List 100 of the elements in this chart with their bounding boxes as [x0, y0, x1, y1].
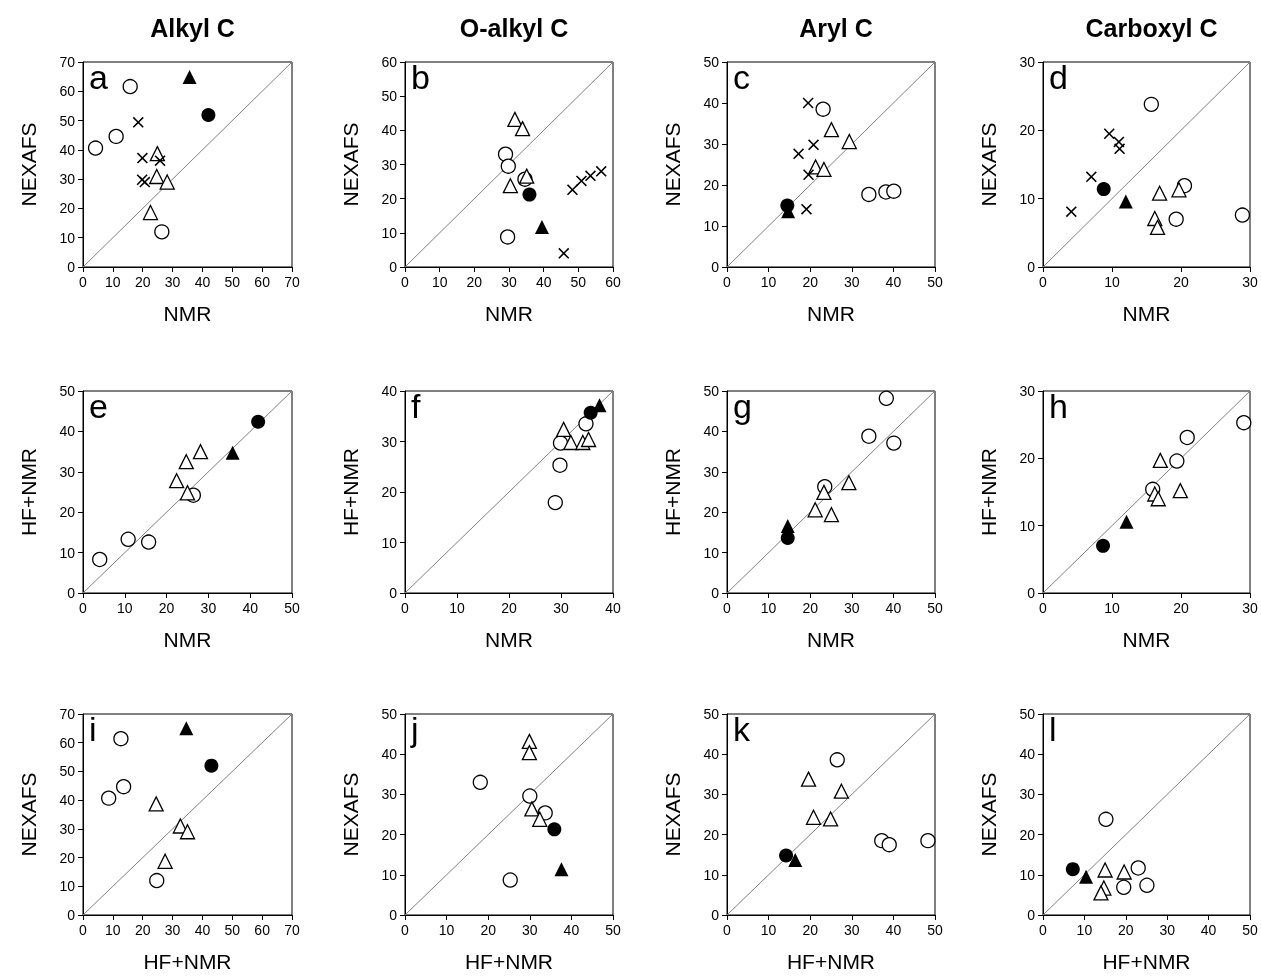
- annotation: b: [411, 58, 430, 96]
- point: [92, 551, 108, 568]
- y-tick-label: 40: [59, 423, 76, 440]
- point: [522, 788, 538, 804]
- y-tick-label: 20: [703, 826, 720, 843]
- point: [575, 175, 587, 187]
- x-tick-label: 0: [1039, 600, 1048, 616]
- point: [113, 731, 129, 747]
- x-tick-label: 30: [553, 600, 569, 616]
- x-tick-label: 10: [760, 274, 777, 290]
- y-tick-label: 40: [703, 423, 720, 440]
- point: [122, 78, 138, 95]
- x-tick-label: 60: [254, 274, 271, 290]
- y-tick-label: 60: [381, 54, 398, 70]
- annotation: g: [733, 387, 752, 425]
- x-tick-label: 20: [134, 274, 151, 290]
- x-tick-label: 10: [431, 274, 448, 290]
- x-tick-label: 40: [563, 922, 580, 938]
- x-tick-label: 30: [1242, 600, 1258, 616]
- point: [822, 811, 839, 827]
- x-axis-title: HF+NMR: [1102, 950, 1191, 973]
- annotation: l: [1049, 710, 1057, 748]
- y-tick-label: 0: [67, 585, 76, 601]
- point: [179, 485, 196, 501]
- y-tick-label: 30: [703, 136, 720, 152]
- point: [1236, 415, 1252, 431]
- point: [168, 473, 185, 489]
- y-tick-label: 30: [1019, 54, 1036, 70]
- point: [829, 752, 845, 768]
- y-tick-label: 60: [59, 734, 76, 751]
- point: [159, 174, 175, 190]
- point: [595, 165, 607, 177]
- chart-title: Alkyl C: [150, 13, 235, 42]
- x-axis-title: NMR: [807, 302, 855, 325]
- point: [108, 128, 124, 145]
- point: [1065, 206, 1077, 218]
- point: [815, 101, 831, 117]
- x-tick-label: 50: [570, 274, 587, 290]
- point: [149, 872, 165, 889]
- point: [507, 111, 523, 128]
- point: [1179, 429, 1195, 446]
- point: [192, 443, 209, 460]
- x-tick-label: 20: [134, 922, 151, 938]
- point: [547, 822, 562, 837]
- y-tick-label: 20: [703, 504, 720, 521]
- y-tick-label: 10: [1019, 866, 1036, 883]
- point: [881, 837, 897, 853]
- x-tick-label: 0: [79, 922, 88, 938]
- x-tick-label: 50: [224, 274, 241, 290]
- y-tick-label: 0: [67, 907, 76, 923]
- y-axis-title: NEXAFS: [977, 772, 1000, 857]
- x-tick-label: 20: [802, 922, 819, 938]
- point: [502, 872, 518, 888]
- y-tick-label: 40: [381, 383, 398, 399]
- y-tick-label: 20: [1019, 122, 1036, 139]
- point: [1169, 453, 1185, 469]
- y-tick-label: 60: [59, 83, 76, 100]
- point: [1096, 538, 1111, 553]
- point: [497, 146, 514, 162]
- point: [823, 122, 840, 138]
- point: [120, 531, 136, 547]
- point: [793, 148, 805, 160]
- point: [1118, 194, 1133, 209]
- point: [157, 853, 173, 869]
- x-tick-label: 0: [723, 922, 732, 938]
- point: [522, 187, 537, 202]
- point: [1139, 877, 1155, 893]
- y-axis-title: NEXAFS: [339, 122, 362, 207]
- point: [532, 811, 548, 827]
- x-tick-label: 40: [885, 922, 902, 938]
- point: [225, 445, 240, 460]
- y-tick-label: 40: [59, 792, 76, 809]
- point: [584, 170, 596, 182]
- y-tick-label: 0: [1027, 585, 1036, 601]
- annotation: e: [89, 387, 108, 425]
- x-tick-label: 50: [1242, 922, 1258, 938]
- y-tick-label: 10: [381, 224, 398, 241]
- annotation: d: [1049, 58, 1068, 96]
- y-tick-label: 10: [59, 544, 76, 561]
- point: [580, 431, 597, 448]
- x-tick-label: 70: [284, 922, 300, 938]
- point: [800, 771, 817, 787]
- y-tick-label: 20: [59, 504, 76, 521]
- x-tick-label: 10: [1076, 922, 1093, 938]
- y-tick-label: 50: [703, 383, 720, 399]
- y-tick-label: 50: [703, 54, 720, 70]
- y-tick-label: 30: [59, 463, 76, 480]
- y-axis-title: HF+NMR: [977, 447, 1000, 537]
- point: [802, 97, 814, 109]
- x-tick-label: 10: [117, 600, 133, 616]
- chart-title: Aryl C: [799, 13, 873, 42]
- point: [558, 247, 570, 259]
- annotation: i: [89, 710, 97, 748]
- y-tick-label: 20: [59, 200, 76, 217]
- point: [1079, 869, 1094, 884]
- point: [833, 783, 850, 799]
- y-tick-label: 20: [1019, 826, 1036, 843]
- point: [154, 155, 166, 167]
- y-tick-label: 30: [381, 786, 398, 803]
- x-tick-label: 10: [1104, 600, 1120, 616]
